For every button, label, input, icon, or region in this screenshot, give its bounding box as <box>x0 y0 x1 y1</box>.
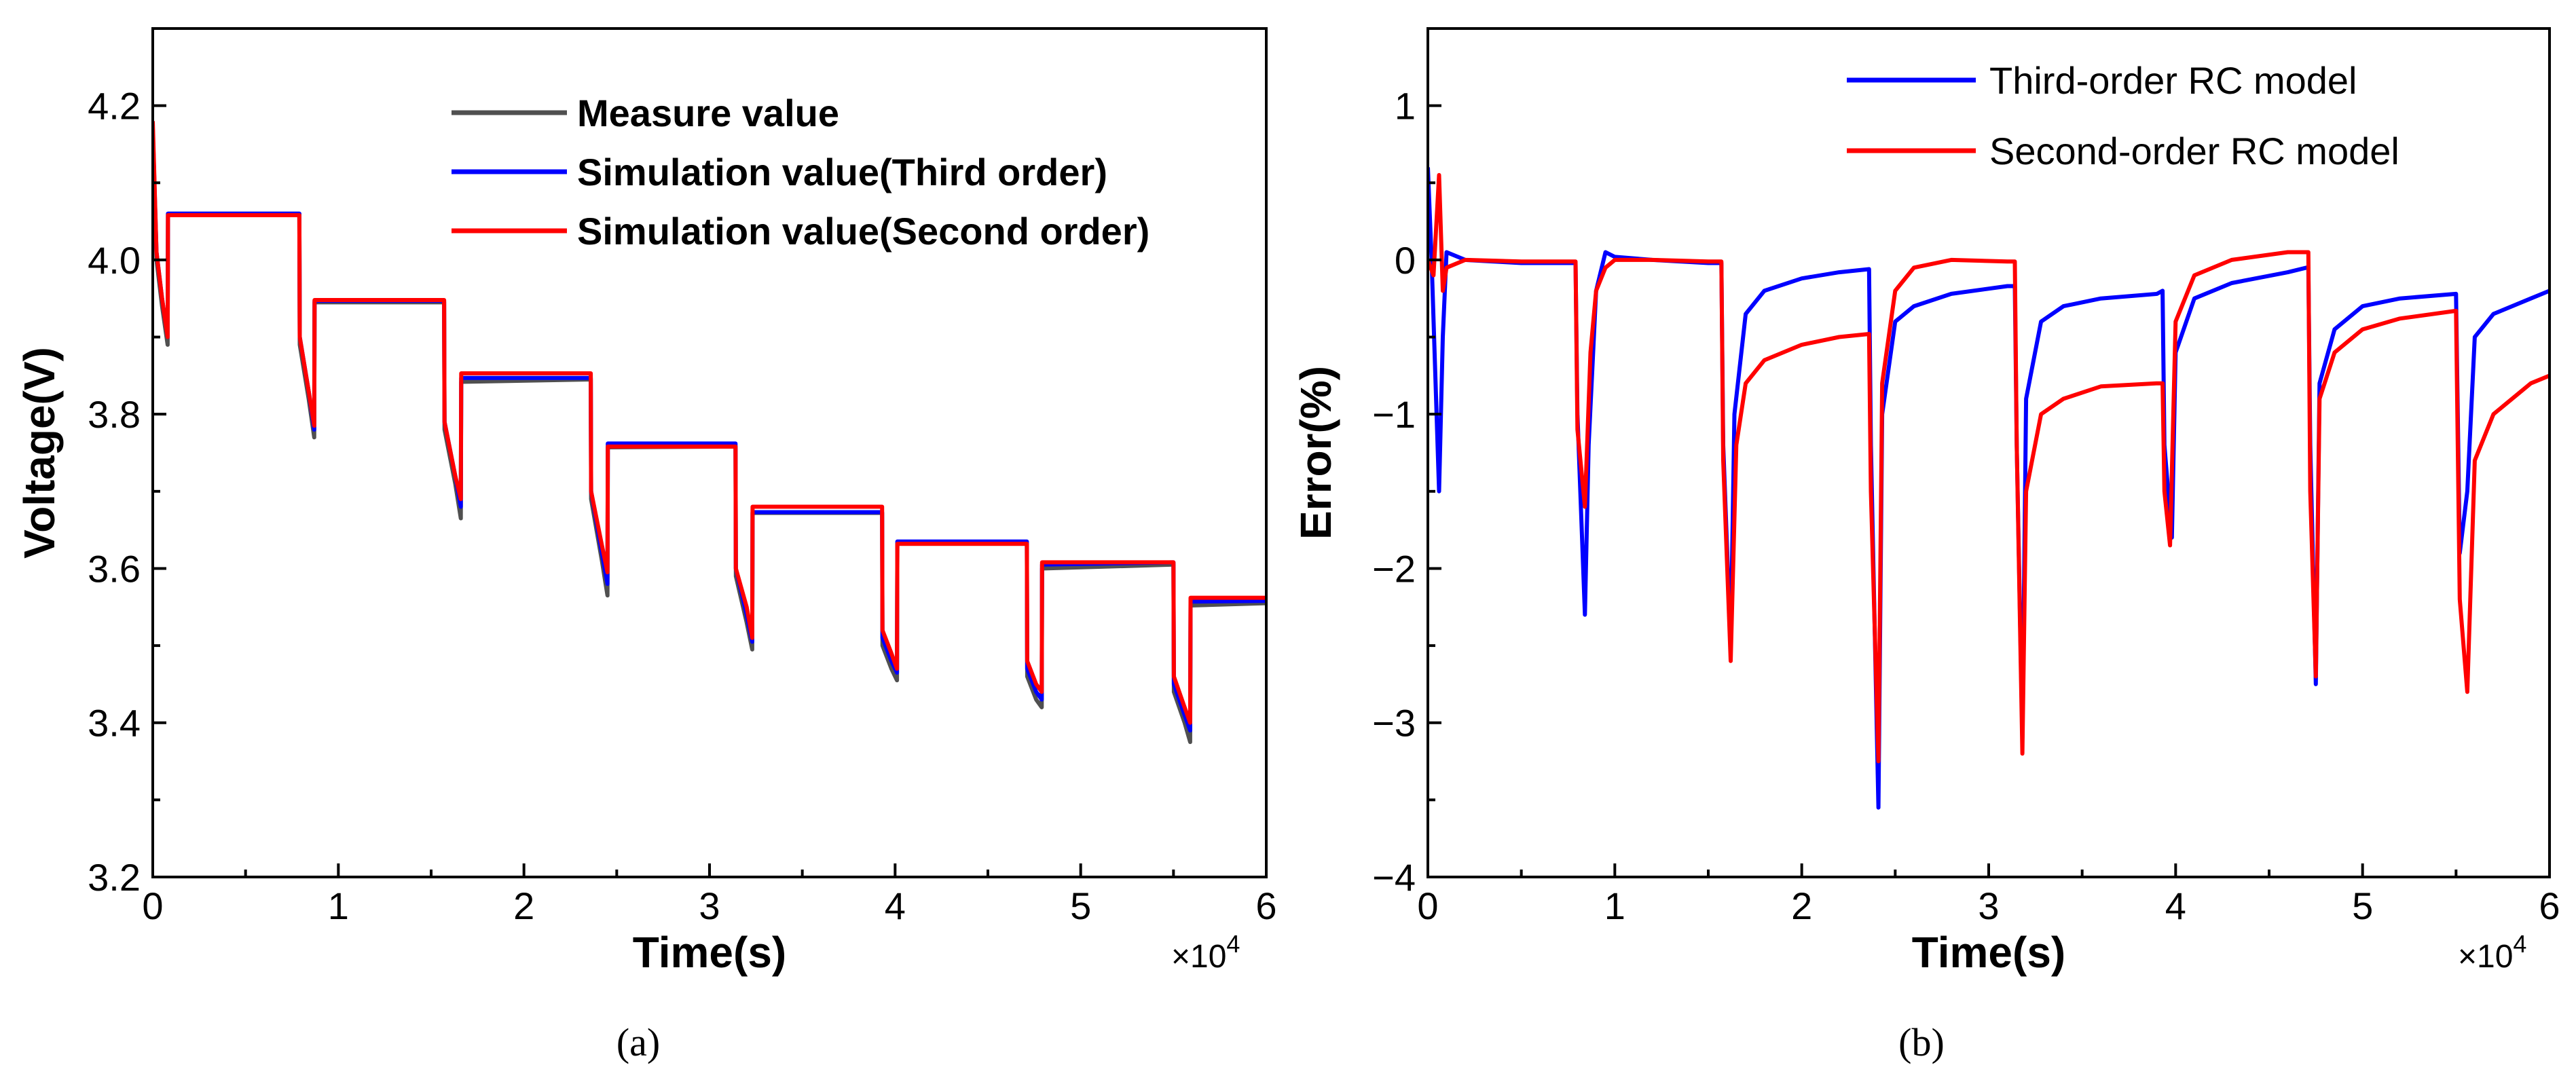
panel-a-x-multiplier-exp: 4 <box>1226 930 1240 958</box>
panel-b-legend-label-second: Second-order RC model <box>1989 130 2399 172</box>
panel-a-x-tick-label: 6 <box>1255 884 1276 927</box>
panel-b-x-tick-label: 1 <box>1604 884 1625 927</box>
panel-a-legend-label-second: Simulation value(Second order) <box>577 210 1149 253</box>
panel-b-x-multiplier-base: ×10 <box>2458 939 2513 975</box>
panel-a-x-tick-label: 1 <box>328 884 349 927</box>
panel-a-caption: (a) <box>617 1020 660 1064</box>
panel-b-x-multiplier: ×104 <box>2458 930 2526 975</box>
panel-b-y-ticks: −4 −3 −2 −1 0 1 <box>1372 27 1441 899</box>
panel-b-x-tick-label: 2 <box>1791 884 1812 927</box>
panel-a-x-ticks: 0 1 2 3 4 5 6 <box>142 863 1277 927</box>
panel-b-y-tick-label: −4 <box>1372 856 1416 899</box>
panel-a-legend-label-measure: Measure value <box>577 92 839 134</box>
panel-a-x-tick-label: 5 <box>1070 884 1091 927</box>
panel-a-legend: Measure value Simulation value(Third ord… <box>452 92 1149 253</box>
panel-b-series-line-2 <box>1428 172 2550 764</box>
panel-a-y-tick-label: 3.8 <box>88 393 141 436</box>
panel-a-y-ticks: 3.2 3.4 3.6 3.8 4.0 4.2 <box>88 27 166 899</box>
panel-b-y-tick-label: 0 <box>1395 239 1416 282</box>
panel-a-x-tick-label: 0 <box>142 884 163 927</box>
panel-a-series-lines <box>153 121 1266 745</box>
panel-a-y-tick-label: 4.0 <box>88 239 141 282</box>
panel-b-legend-label-third: Third-order RC model <box>1989 59 2357 102</box>
panel-b-caption: (b) <box>1898 1020 1945 1064</box>
panel-a-y-axis-title: Voltage(V) <box>15 347 64 559</box>
panel-a-x-multiplier-base: ×10 <box>1171 939 1226 975</box>
panel-a-legend-label-third: Simulation value(Third order) <box>577 151 1107 193</box>
panel-a-x-tick-label: 2 <box>513 884 534 927</box>
panel-b-legend: Third-order RC model Second-order RC mod… <box>1847 59 2399 172</box>
panel-b-x-ticks: 0 1 2 3 4 5 6 <box>1417 863 2560 927</box>
panel-b-x-tick-label: 3 <box>1978 884 1999 927</box>
panel-b-y-tick-label: −3 <box>1372 702 1416 745</box>
panel-b-x-tick-label: 6 <box>2539 884 2560 927</box>
panel-b-series-lines <box>1428 167 2550 810</box>
panel-b-series-line-1 <box>1428 167 2550 810</box>
panel-b-x-tick-label: 5 <box>2352 884 2373 927</box>
panel-b-x-multiplier-exp: 4 <box>2513 930 2526 958</box>
panel-a-series-line-3 <box>153 121 1266 725</box>
panel-a-y-tick-label: 4.2 <box>88 85 141 128</box>
panel-a-voltage-chart: 0 1 2 3 4 5 6 3.2 3.4 3.6 3.8 4.0 4.2 Time(s) Volta… <box>15 27 1277 1064</box>
panel-a-x-multiplier: ×104 <box>1171 930 1240 975</box>
panel-b-x-tick-label: 4 <box>2165 884 2186 927</box>
panel-b-y-tick-label: −2 <box>1372 547 1416 590</box>
panel-a-x-tick-label: 3 <box>699 884 720 927</box>
panel-b-y-tick-label: 1 <box>1395 85 1416 128</box>
panel-a-y-tick-label: 3.6 <box>88 547 141 590</box>
panel-b-x-axis-title: Time(s) <box>1912 928 2065 977</box>
panel-a-x-axis-title: Time(s) <box>633 928 786 977</box>
panel-b-y-tick-label: −1 <box>1372 393 1416 436</box>
panel-a-y-tick-label: 3.2 <box>88 856 141 899</box>
panel-a-y-tick-label: 3.4 <box>88 702 141 745</box>
panel-b-x-tick-label: 0 <box>1417 884 1438 927</box>
panel-b-y-axis-title: Error(%) <box>1291 366 1340 540</box>
panel-a-x-tick-label: 4 <box>885 884 906 927</box>
